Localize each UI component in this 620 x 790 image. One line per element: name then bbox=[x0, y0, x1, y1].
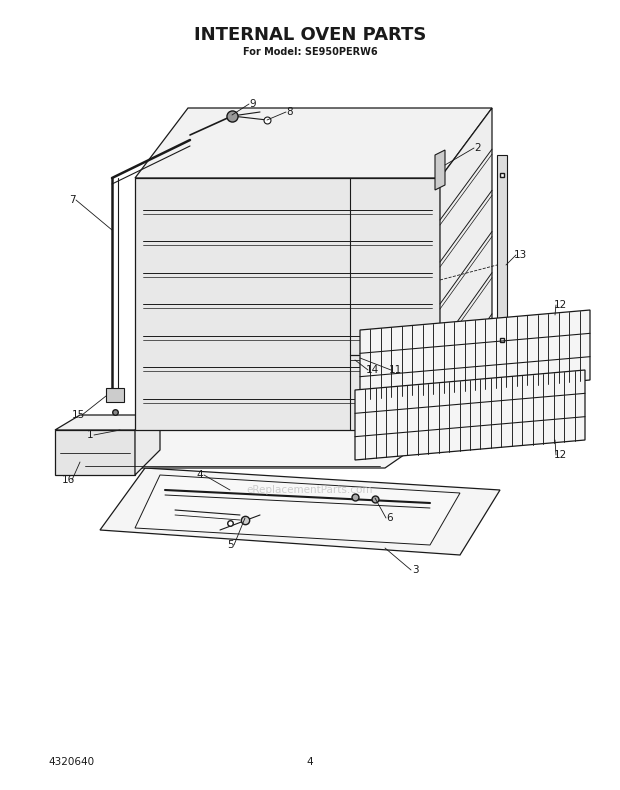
Text: 3: 3 bbox=[412, 565, 418, 575]
Polygon shape bbox=[135, 108, 492, 178]
Text: 16: 16 bbox=[61, 475, 74, 485]
Polygon shape bbox=[80, 430, 440, 468]
Polygon shape bbox=[435, 150, 445, 190]
Text: 2: 2 bbox=[475, 143, 481, 153]
Polygon shape bbox=[135, 475, 460, 545]
Text: 12: 12 bbox=[554, 450, 567, 460]
Polygon shape bbox=[135, 415, 160, 475]
Text: 4: 4 bbox=[197, 470, 203, 480]
Polygon shape bbox=[55, 415, 160, 430]
Polygon shape bbox=[106, 388, 124, 402]
Text: 1: 1 bbox=[87, 430, 94, 440]
Text: eReplacementParts.com: eReplacementParts.com bbox=[247, 485, 373, 495]
Text: 5: 5 bbox=[227, 540, 233, 550]
Text: 11: 11 bbox=[388, 365, 402, 375]
Text: 4: 4 bbox=[307, 757, 313, 767]
Text: 4320640: 4320640 bbox=[48, 757, 94, 767]
Polygon shape bbox=[440, 108, 492, 430]
Text: INTERNAL OVEN PARTS: INTERNAL OVEN PARTS bbox=[194, 26, 426, 44]
Polygon shape bbox=[55, 430, 135, 475]
Text: 7: 7 bbox=[69, 195, 75, 205]
Text: For Model: SE950PERW6: For Model: SE950PERW6 bbox=[242, 47, 378, 57]
Text: 15: 15 bbox=[71, 410, 84, 420]
Polygon shape bbox=[355, 370, 585, 460]
Text: 6: 6 bbox=[387, 513, 393, 523]
Polygon shape bbox=[135, 178, 440, 430]
Text: 13: 13 bbox=[513, 250, 526, 260]
Text: 12: 12 bbox=[554, 300, 567, 310]
Polygon shape bbox=[100, 468, 500, 555]
Polygon shape bbox=[497, 155, 507, 355]
Text: 14: 14 bbox=[365, 365, 379, 375]
Text: 9: 9 bbox=[250, 99, 256, 109]
Text: 8: 8 bbox=[286, 107, 293, 117]
Polygon shape bbox=[360, 310, 590, 400]
